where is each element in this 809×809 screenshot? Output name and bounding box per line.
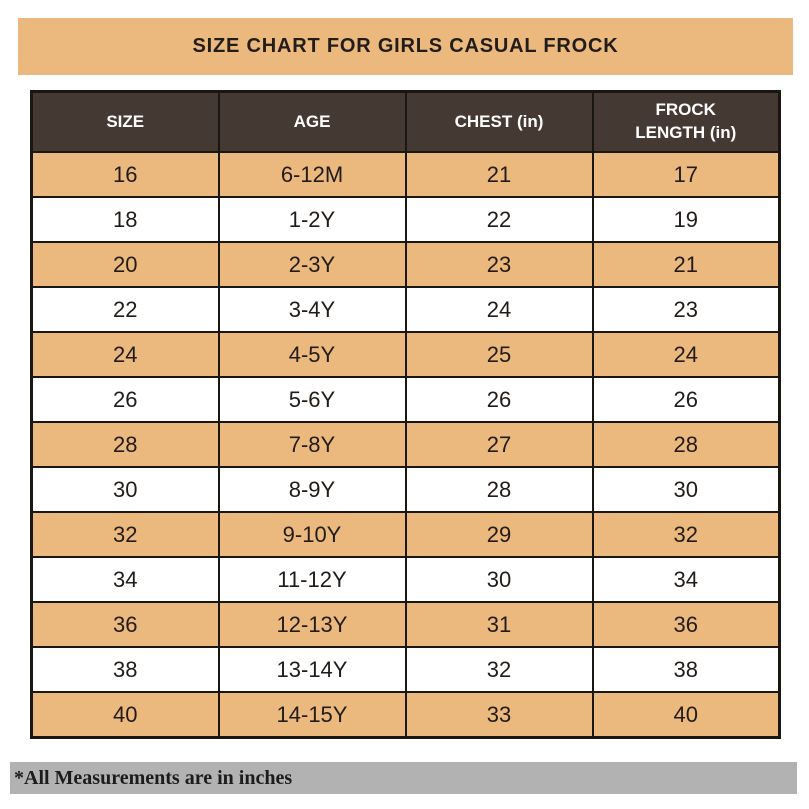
column-header-frock-length-label: FROCK LENGTH (in) (635, 100, 737, 142)
cell-age: 4-5Y (217, 331, 407, 378)
cell-size: 20 (30, 241, 220, 288)
column-header-size-label: SIZE (106, 111, 145, 131)
column-header-chest-label: CHEST (in) (454, 111, 544, 131)
table-row: 38 13-14Y 32 38 (30, 646, 781, 693)
column-header-age-label: AGE (293, 111, 331, 131)
cell-frock-length: 36 (591, 601, 781, 648)
cell-chest: 24 (404, 286, 594, 333)
cell-age: 5-6Y (217, 376, 407, 423)
column-header-chest: CHEST (in) (404, 90, 594, 153)
cell-size: 22 (30, 286, 220, 333)
cell-size: 16 (30, 151, 220, 198)
cell-frock-length: 19 (591, 196, 781, 243)
cell-size: 34 (30, 556, 220, 603)
cell-frock-length: 23 (591, 286, 781, 333)
cell-size: 28 (30, 421, 220, 468)
table-row: 36 12-13Y 31 36 (30, 601, 781, 648)
cell-frock-length: 17 (591, 151, 781, 198)
footer-note: *All Measurements are in inches (14, 766, 293, 789)
table-row: 30 8-9Y 28 30 (30, 466, 781, 513)
column-header-size: SIZE (30, 90, 220, 153)
cell-chest: 29 (404, 511, 594, 558)
cell-chest: 32 (404, 646, 594, 693)
cell-frock-length: 24 (591, 331, 781, 378)
table-row: 28 7-8Y 27 28 (30, 421, 781, 468)
cell-chest: 23 (404, 241, 594, 288)
cell-size: 26 (30, 376, 220, 423)
table-row: 16 6-12M 21 17 (30, 151, 781, 198)
cell-frock-length: 30 (591, 466, 781, 513)
cell-size: 32 (30, 511, 220, 558)
cell-chest: 30 (404, 556, 594, 603)
cell-frock-length: 40 (591, 691, 781, 739)
cell-age: 7-8Y (217, 421, 407, 468)
cell-frock-length: 38 (591, 646, 781, 693)
table-row: 34 11-12Y 30 34 (30, 556, 781, 603)
cell-chest: 22 (404, 196, 594, 243)
cell-age: 9-10Y (217, 511, 407, 558)
table-row: 22 3-4Y 24 23 (30, 286, 781, 333)
cell-frock-length: 28 (591, 421, 781, 468)
table-row: 20 2-3Y 23 21 (30, 241, 781, 288)
cell-age: 6-12M (217, 151, 407, 198)
cell-age: 3-4Y (217, 286, 407, 333)
cell-size: 38 (30, 646, 220, 693)
cell-frock-length: 21 (591, 241, 781, 288)
page-title: SIZE CHART FOR GIRLS CASUAL FROCK (192, 35, 619, 57)
table-row: 24 4-5Y 25 24 (30, 331, 781, 378)
cell-size: 36 (30, 601, 220, 648)
cell-age: 2-3Y (217, 241, 407, 288)
table-row: 40 14-15Y 33 40 (30, 691, 781, 739)
footer-note-bar: *All Measurements are in inches (10, 762, 797, 794)
cell-chest: 26 (404, 376, 594, 423)
cell-chest: 21 (404, 151, 594, 198)
cell-size: 40 (30, 691, 220, 739)
cell-age: 1-2Y (217, 196, 407, 243)
cell-size: 24 (30, 331, 220, 378)
cell-size: 30 (30, 466, 220, 513)
header-row: SIZE AGE CHEST (in) FROCK LENGTH (in) (30, 90, 781, 153)
cell-frock-length: 26 (591, 376, 781, 423)
column-header-frock-length: FROCK LENGTH (in) (591, 90, 781, 153)
table-header: SIZE AGE CHEST (in) FROCK LENGTH (in) (30, 90, 781, 153)
cell-size: 18 (30, 196, 220, 243)
column-header-age: AGE (217, 90, 407, 153)
cell-age: 12-13Y (217, 601, 407, 648)
cell-chest: 28 (404, 466, 594, 513)
cell-chest: 27 (404, 421, 594, 468)
table-row: 32 9-10Y 29 32 (30, 511, 781, 558)
cell-chest: 31 (404, 601, 594, 648)
cell-age: 14-15Y (217, 691, 407, 739)
cell-frock-length: 34 (591, 556, 781, 603)
cell-age: 8-9Y (217, 466, 407, 513)
table-body: 16 6-12M 21 17 18 1-2Y 22 19 20 2-3Y 23 … (30, 151, 781, 739)
table-row: 18 1-2Y 22 19 (30, 196, 781, 243)
cell-age: 11-12Y (217, 556, 407, 603)
cell-chest: 25 (404, 331, 594, 378)
cell-age: 13-14Y (217, 646, 407, 693)
cell-chest: 33 (404, 691, 594, 739)
table-row: 26 5-6Y 26 26 (30, 376, 781, 423)
title-banner: SIZE CHART FOR GIRLS CASUAL FROCK (18, 18, 793, 75)
size-chart-table: SIZE AGE CHEST (in) FROCK LENGTH (in) 16… (30, 90, 781, 739)
cell-frock-length: 32 (591, 511, 781, 558)
